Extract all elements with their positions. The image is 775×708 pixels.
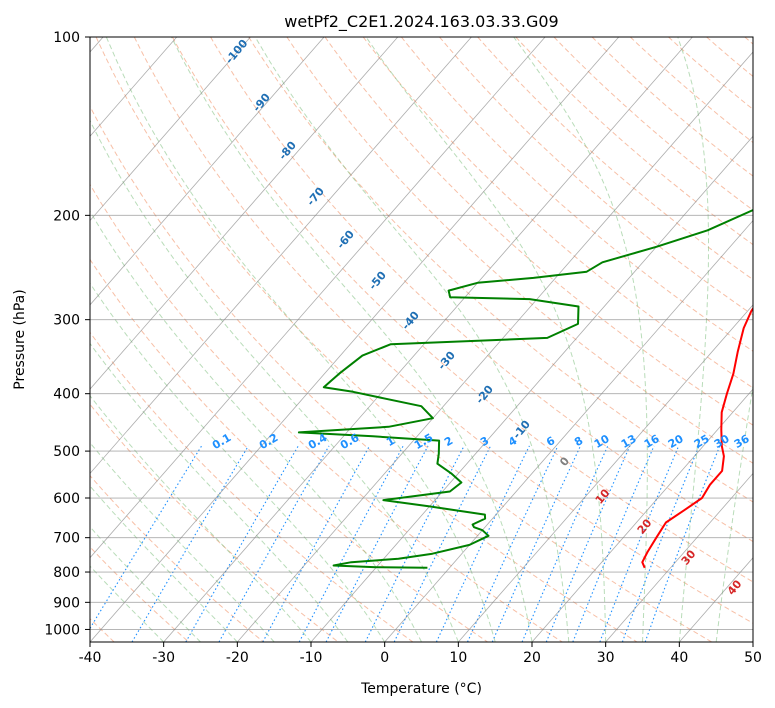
temperature-line [641, 306, 753, 569]
moist-adiabat [677, 37, 709, 642]
dewpoint-line [297, 208, 753, 569]
y-tick-label: 400 [53, 387, 80, 403]
x-tick-label: -30 [152, 650, 175, 666]
dry-adiabat [90, 474, 264, 642]
x-tick-label: 20 [523, 650, 541, 666]
y-tick-label: 300 [53, 313, 80, 329]
plot-frame [89, 36, 754, 643]
dry-adiabat [515, 37, 753, 246]
x-tick-label: 40 [670, 650, 688, 666]
moist-adiabat [170, 37, 533, 642]
dry-adiabat [439, 37, 753, 316]
dry-adiabat [133, 37, 753, 624]
mixing-ratio-line [393, 445, 492, 642]
mixing-ratio-line [545, 445, 631, 642]
mixing-ratio-line [131, 445, 249, 642]
moist-adiabat [90, 485, 238, 642]
moist-adiabat [90, 565, 165, 642]
isotherm-line [90, 37, 546, 559]
dry-adiabat [90, 105, 638, 642]
isotherm-line [531, 388, 753, 642]
isotherm-line [90, 37, 399, 390]
moist-adiabat [365, 37, 607, 642]
moist-adiabat [90, 282, 386, 642]
moist-adiabat [254, 37, 570, 642]
moist-adiabat [90, 394, 312, 642]
dry-adiabat [90, 403, 339, 642]
isotherm-line [163, 37, 693, 642]
dry-adiabat [401, 37, 753, 352]
moist-adiabat [90, 119, 459, 642]
isotherm-line [90, 37, 620, 642]
y-tick-label: 1000 [44, 622, 80, 638]
x-tick-label: 0 [380, 650, 389, 666]
y-tick-label: 800 [53, 565, 80, 581]
mixing-ratio-line [521, 445, 609, 642]
x-tick-label: -40 [79, 650, 102, 666]
plot-area: -100-90-80-70-60-50-40-30-20-10010203040… [90, 37, 753, 642]
isotherm-line [384, 219, 753, 642]
isotherm-line [605, 472, 753, 642]
y-axis-label: Pressure (hPa) [12, 289, 28, 389]
y-tick-label: 700 [53, 531, 80, 547]
dry-adiabat [90, 258, 488, 642]
mixing-ratio-line [364, 445, 465, 642]
dry-adiabat [553, 37, 753, 211]
mixing-ratio-line [90, 445, 203, 630]
isotherm-line [458, 304, 753, 642]
y-tick-label: 200 [53, 208, 80, 224]
moist-adiabat [90, 210, 422, 642]
moist-adiabat [513, 37, 648, 642]
moist-adiabat [90, 441, 275, 642]
x-tick-label: 30 [597, 650, 615, 666]
x-tick-label: -20 [226, 650, 249, 666]
x-tick-label: -10 [300, 650, 323, 666]
y-tick-label: 100 [53, 30, 80, 46]
mixing-ratio-line [262, 445, 370, 642]
dry-adiabat [210, 37, 753, 543]
dry-adiabat [90, 183, 563, 642]
chart-title: wetPf2_C2E1.2024.163.03.33.G09 [284, 12, 558, 32]
dry-adiabat [362, 37, 753, 389]
isotherm-line [90, 37, 325, 306]
moist-adiabat [90, 526, 201, 642]
isotherm-line [310, 135, 753, 642]
x-tick-label: 50 [744, 650, 762, 666]
x-tick-label: 10 [449, 650, 467, 666]
dry-adiabat [95, 37, 712, 642]
moist-adiabat [715, 382, 753, 642]
mixing-ratio-line [218, 445, 330, 642]
y-tick-label: 900 [53, 595, 80, 611]
isotherm-line [90, 37, 472, 475]
x-axis-label: Temperature (°C) [360, 681, 482, 697]
y-tick-label: 600 [53, 491, 80, 507]
y-tick-label: 500 [53, 444, 80, 460]
dry-adiabat [324, 37, 753, 426]
dry-adiabat [629, 37, 753, 144]
mixing-ratio-line [621, 445, 700, 642]
mixing-ratio-line [644, 445, 721, 642]
dry-adiabat [90, 331, 414, 642]
isotherm-line [90, 37, 251, 222]
